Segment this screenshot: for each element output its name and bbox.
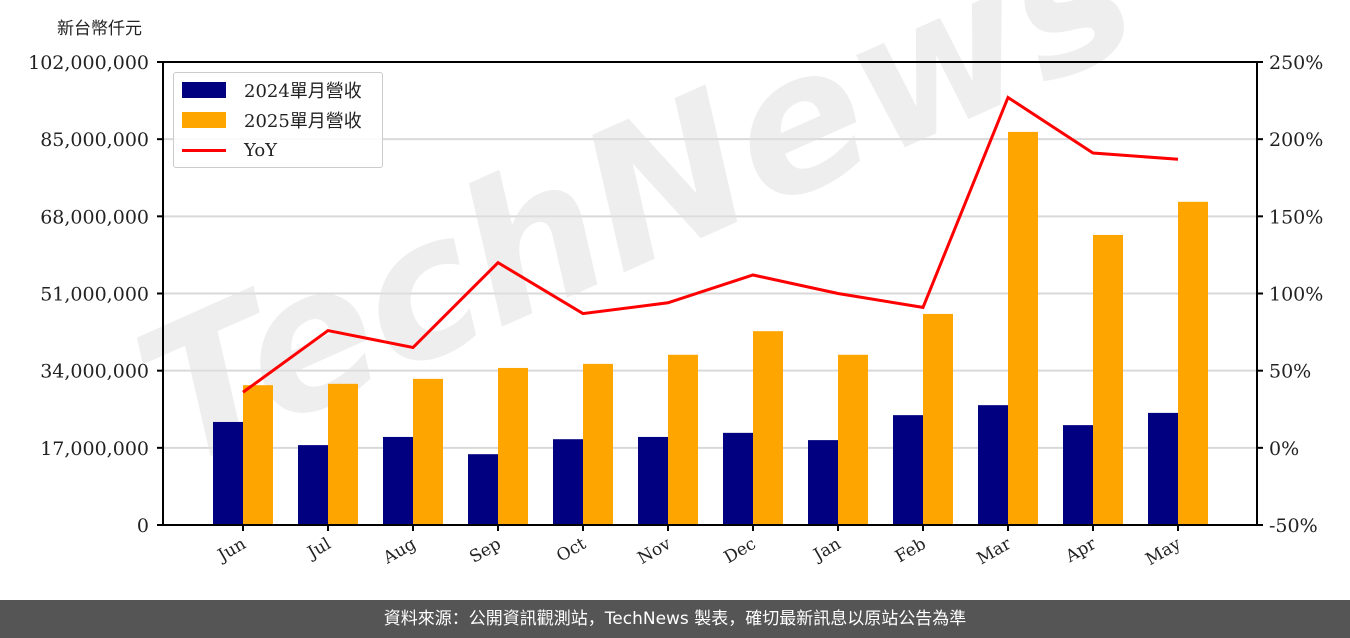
legend-label-2025: 2025單月營收: [244, 111, 362, 132]
x-tick-label: Sep: [466, 534, 504, 568]
legend-label-yoy: YoY: [244, 139, 278, 161]
source-footer: 資料來源：公開資訊觀測站，TechNews 製表，確切最新訊息以原站公告為準: [0, 600, 1350, 638]
bar-2025: [923, 313, 953, 525]
bar-2025: [1008, 131, 1038, 525]
bar-2025: [328, 383, 358, 525]
bar-2024: [553, 439, 583, 525]
legend-item-2025: 2025單月營收: [182, 109, 362, 132]
x-tick-label: Apr: [1062, 534, 1101, 568]
y-tick-label: 0: [137, 515, 149, 537]
bar-2025: [413, 378, 443, 525]
y-tick-label: 102,000,000: [28, 52, 149, 74]
bar-2024: [298, 445, 328, 525]
y2-tick-label: 150%: [1269, 206, 1323, 228]
bar-2024: [808, 440, 838, 525]
bar-2024: [213, 421, 243, 525]
bar-2024: [723, 432, 753, 525]
x-tick-label: Mar: [974, 534, 1016, 570]
x-tick-label: Jan: [809, 534, 845, 566]
y-tick-label: 68,000,000: [40, 206, 149, 228]
bar-2024: [893, 415, 923, 525]
bar-2024: [383, 436, 413, 525]
bar-2025: [838, 354, 868, 525]
legend-label-2024: 2024單月營收: [244, 81, 362, 102]
bar-2024: [1063, 425, 1093, 525]
x-tick-label: Feb: [892, 534, 930, 567]
bar-2025: [498, 367, 528, 525]
x-tick-label: Aug: [379, 534, 420, 569]
bar-2025: [1093, 234, 1123, 525]
legend-item-yoy: YoY: [182, 139, 277, 161]
y2-tick-label: 250%: [1269, 52, 1323, 74]
y2-tick-label: -50%: [1269, 515, 1318, 537]
bar-2025: [668, 354, 698, 525]
yoy-line: [242, 95, 1179, 394]
x-tick-label: Dec: [721, 534, 760, 568]
bar-2024: [638, 436, 668, 525]
bar-2025: [243, 385, 273, 525]
x-tick-label: May: [1142, 534, 1185, 570]
legend-swatch-2025: [182, 112, 226, 128]
bar-2024: [1148, 412, 1178, 525]
y-tick-label: 85,000,000: [40, 129, 149, 151]
x-tick-label: Oct: [553, 534, 589, 567]
y-axis-unit-label: 新台幣仟元: [57, 19, 142, 39]
y-tick-label: 51,000,000: [40, 284, 149, 306]
y-tick-label: 17,000,000: [40, 438, 149, 460]
legend-line-yoy: [182, 148, 226, 152]
x-tick-label: Nov: [634, 534, 674, 569]
y2-tick-label: 50%: [1269, 361, 1311, 383]
y2-tick-label: 100%: [1269, 284, 1323, 306]
x-tick-label: Jul: [303, 534, 335, 564]
legend-swatch-2024: [182, 82, 226, 98]
bar-2024: [978, 405, 1008, 525]
y2-tick-label: 0%: [1269, 438, 1299, 460]
y-tick-label: 34,000,000: [40, 361, 149, 383]
bar-2025: [1178, 201, 1208, 525]
x-tick-label: Jun: [213, 534, 250, 567]
bar-2025: [583, 363, 613, 525]
y2-tick-label: 200%: [1269, 129, 1323, 151]
chart-legend: 2024單月營收 2025單月營收 YoY: [173, 72, 383, 168]
bar-2024: [468, 454, 498, 525]
bar-2025: [753, 331, 783, 525]
legend-item-2024: 2024單月營收: [182, 79, 362, 102]
